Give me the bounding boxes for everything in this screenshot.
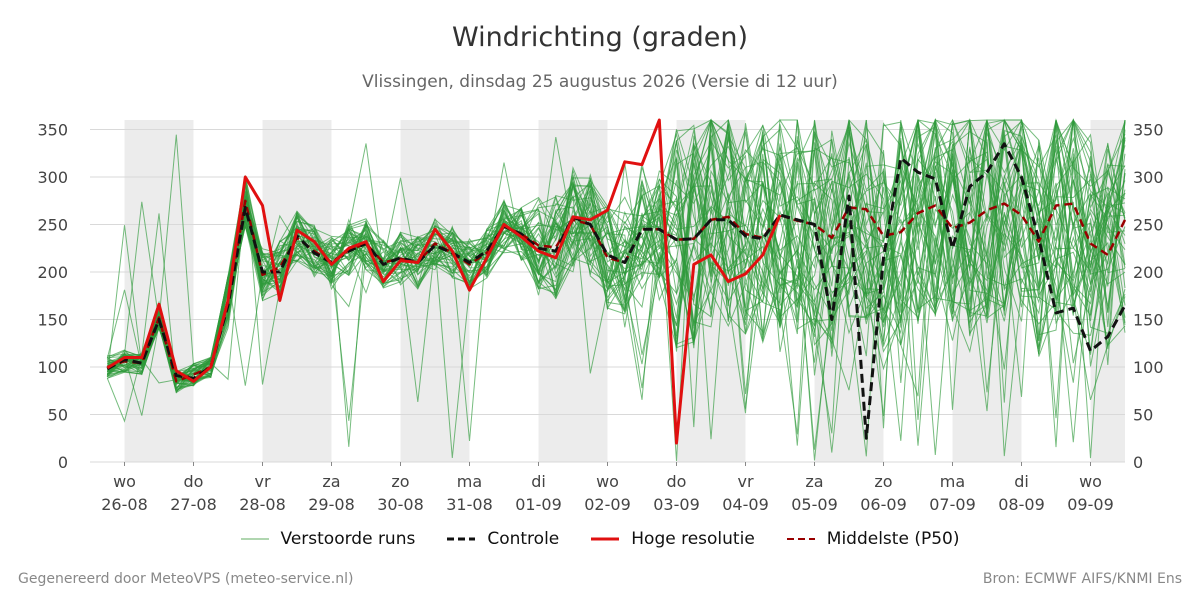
x-tick-date-3: 29-08 — [308, 495, 355, 514]
y-tick-left-250: 250 — [37, 216, 68, 235]
shaded-band-0 — [124, 120, 194, 462]
x-tick-date-13: 08-09 — [998, 495, 1045, 514]
series-line-controle — [106, 142, 1127, 440]
perturbed-run-line — [107, 118, 1126, 391]
y-tick-left-350: 350 — [37, 121, 68, 140]
x-tick-date-0: 26-08 — [101, 495, 148, 514]
y-tick-right-250: 250 — [1133, 216, 1164, 235]
y-tick-right-350: 350 — [1133, 121, 1164, 140]
y-tick-left-0: 0 — [58, 453, 68, 472]
shaded-band-1 — [262, 120, 332, 462]
legend-label-control: Controle — [487, 529, 560, 549]
y-tick-right-50: 50 — [1133, 406, 1153, 425]
shaded-band-2 — [400, 120, 470, 462]
x-tick-dow-13: di — [1014, 472, 1029, 491]
x-tick-dow-14: wo — [1079, 472, 1102, 491]
x-tick-dow-9: vr — [737, 472, 753, 491]
y-tick-right-150: 150 — [1133, 311, 1164, 330]
y-tick-left-100: 100 — [37, 358, 68, 377]
x-tick-dow-1: do — [184, 472, 204, 491]
x-tick-dow-7: wo — [596, 472, 619, 491]
perturbed-run-line — [107, 119, 1126, 453]
y-tick-right-300: 300 — [1133, 168, 1164, 187]
x-tick-dow-6: di — [531, 472, 546, 491]
x-tick-date-12: 07-09 — [929, 495, 976, 514]
x-tick-date-14: 09-09 — [1067, 495, 1114, 514]
x-tick-date-1: 27-08 — [170, 495, 217, 514]
legend: Verstoorde runs Controle Hoge resolutie … — [0, 529, 1200, 549]
x-tick-dow-5: ma — [457, 472, 482, 491]
x-tick-dow-2: vr — [254, 472, 270, 491]
y-tick-left-50: 50 — [48, 406, 68, 425]
x-tick-dow-4: zo — [391, 472, 409, 491]
x-tick-date-4: 30-08 — [377, 495, 424, 514]
x-tick-date-9: 04-09 — [722, 495, 769, 514]
x-tick-dow-10: za — [805, 472, 823, 491]
legend-label-perturbed: Verstoorde runs — [280, 529, 416, 549]
x-tick-dow-11: zo — [874, 472, 892, 491]
y-tick-right-100: 100 — [1133, 358, 1164, 377]
series-line-hoge-resolutie — [106, 118, 782, 445]
x-tick-date-6: 01-09 — [515, 495, 562, 514]
legend-swatch-highres — [591, 537, 620, 541]
legend-swatch-control — [447, 537, 476, 541]
x-tick-date-7: 02-09 — [584, 495, 631, 514]
x-tick-date-2: 28-08 — [239, 495, 286, 514]
x-tick-date-10: 05-09 — [791, 495, 838, 514]
x-tick-date-5: 31-08 — [446, 495, 493, 514]
legend-swatch-median — [786, 538, 815, 540]
x-tick-date-11: 06-09 — [860, 495, 907, 514]
legend-label-highres: Hoge resolutie — [631, 529, 755, 549]
x-tick-dow-12: ma — [940, 472, 965, 491]
x-tick-dow-8: do — [667, 472, 687, 491]
x-tick-date-8: 03-09 — [653, 495, 700, 514]
x-tick-dow-0: wo — [113, 472, 136, 491]
footer-generated-by: Gegenereerd door MeteoVPS (meteo-service… — [18, 571, 354, 587]
y-tick-left-300: 300 — [37, 168, 68, 187]
legend-item-perturbed: Verstoorde runs — [240, 529, 416, 549]
y-tick-left-150: 150 — [37, 311, 68, 330]
x-tick-dow-3: za — [322, 472, 340, 491]
legend-item-control: Controle — [447, 529, 559, 549]
chart-subtitle: Vlissingen, dinsdag 25 augustus 2026 (Ve… — [362, 72, 838, 92]
legend-item-highres: Hoge resolutie — [591, 529, 755, 549]
footer-source: Bron: ECMWF AIFS/KNMI Ens — [982, 571, 1182, 587]
perturbed-run-line — [106, 119, 1126, 459]
legend-label-median: Middelste (P50) — [826, 529, 960, 549]
y-tick-right-200: 200 — [1133, 263, 1164, 282]
y-tick-left-200: 200 — [37, 263, 68, 282]
chart-title: Windrichting (graden) — [451, 22, 749, 53]
legend-item-median: Middelste (P50) — [786, 529, 960, 549]
y-tick-right-0: 0 — [1133, 453, 1143, 472]
legend-swatch-perturbed — [240, 538, 269, 540]
